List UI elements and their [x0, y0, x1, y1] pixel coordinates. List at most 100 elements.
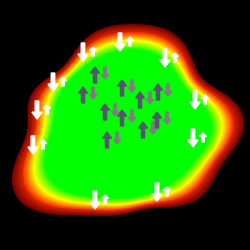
Polygon shape	[100, 104, 110, 120]
Polygon shape	[47, 52, 209, 197]
Polygon shape	[46, 50, 210, 198]
Polygon shape	[115, 33, 125, 51]
Polygon shape	[118, 80, 126, 96]
Polygon shape	[128, 80, 136, 92]
Polygon shape	[27, 36, 229, 208]
Polygon shape	[42, 48, 214, 200]
Polygon shape	[55, 58, 201, 192]
Polygon shape	[17, 28, 239, 213]
Polygon shape	[90, 191, 100, 209]
Polygon shape	[35, 42, 222, 204]
Polygon shape	[13, 25, 243, 215]
Polygon shape	[20, 31, 236, 211]
Polygon shape	[152, 112, 162, 128]
Polygon shape	[44, 105, 51, 114]
Polygon shape	[47, 51, 210, 197]
Polygon shape	[32, 101, 42, 119]
Polygon shape	[102, 195, 108, 204]
Polygon shape	[51, 55, 205, 194]
Polygon shape	[18, 28, 239, 213]
Polygon shape	[36, 42, 221, 203]
Polygon shape	[54, 58, 202, 192]
Polygon shape	[23, 32, 233, 210]
Polygon shape	[19, 30, 237, 212]
Polygon shape	[58, 60, 198, 190]
Polygon shape	[56, 59, 200, 191]
Polygon shape	[200, 133, 206, 142]
Polygon shape	[164, 112, 170, 124]
Polygon shape	[28, 136, 38, 154]
Polygon shape	[30, 38, 226, 206]
Polygon shape	[34, 41, 222, 204]
Polygon shape	[128, 110, 136, 122]
Polygon shape	[39, 45, 217, 202]
Polygon shape	[172, 53, 178, 62]
Polygon shape	[44, 48, 213, 199]
Polygon shape	[58, 61, 198, 190]
Polygon shape	[22, 32, 234, 211]
Polygon shape	[40, 45, 217, 201]
Polygon shape	[28, 36, 228, 207]
Polygon shape	[33, 40, 223, 205]
Polygon shape	[41, 47, 215, 200]
Polygon shape	[53, 57, 203, 193]
Polygon shape	[40, 140, 46, 149]
Polygon shape	[12, 25, 243, 215]
Polygon shape	[50, 54, 205, 194]
Polygon shape	[154, 84, 162, 100]
Polygon shape	[31, 38, 226, 206]
Polygon shape	[54, 57, 202, 192]
Polygon shape	[53, 56, 203, 193]
Polygon shape	[36, 42, 220, 203]
Polygon shape	[202, 95, 208, 104]
Polygon shape	[40, 46, 216, 200]
Polygon shape	[136, 92, 144, 108]
Polygon shape	[50, 54, 206, 195]
Polygon shape	[46, 51, 210, 197]
Polygon shape	[188, 129, 198, 147]
Polygon shape	[102, 132, 112, 148]
Polygon shape	[60, 77, 66, 86]
Polygon shape	[44, 49, 212, 198]
Polygon shape	[52, 55, 204, 194]
Polygon shape	[152, 183, 162, 201]
Polygon shape	[90, 87, 96, 99]
Polygon shape	[38, 44, 218, 202]
Polygon shape	[56, 59, 200, 191]
Polygon shape	[25, 34, 232, 209]
Polygon shape	[150, 122, 156, 134]
Polygon shape	[112, 104, 118, 116]
Polygon shape	[43, 48, 213, 199]
Polygon shape	[102, 67, 108, 79]
Polygon shape	[44, 49, 212, 199]
Polygon shape	[48, 52, 208, 196]
Polygon shape	[48, 52, 208, 196]
Polygon shape	[24, 33, 233, 210]
Polygon shape	[49, 53, 207, 196]
Polygon shape	[146, 92, 154, 104]
Polygon shape	[26, 34, 231, 209]
Polygon shape	[90, 47, 96, 56]
Polygon shape	[28, 36, 228, 207]
Polygon shape	[16, 28, 240, 214]
Polygon shape	[164, 187, 170, 196]
Polygon shape	[29, 37, 227, 207]
Polygon shape	[21, 31, 235, 211]
Polygon shape	[38, 44, 218, 202]
Polygon shape	[24, 34, 232, 210]
Polygon shape	[19, 29, 238, 212]
Polygon shape	[164, 84, 172, 96]
Polygon shape	[45, 50, 211, 198]
Polygon shape	[78, 43, 88, 61]
Polygon shape	[31, 39, 225, 206]
Polygon shape	[56, 58, 201, 192]
Polygon shape	[22, 32, 234, 210]
Polygon shape	[58, 61, 197, 190]
Polygon shape	[78, 87, 88, 103]
Polygon shape	[52, 56, 204, 194]
Polygon shape	[37, 44, 219, 203]
Polygon shape	[14, 26, 242, 214]
Polygon shape	[18, 29, 238, 212]
Polygon shape	[14, 26, 242, 215]
Polygon shape	[190, 91, 200, 109]
